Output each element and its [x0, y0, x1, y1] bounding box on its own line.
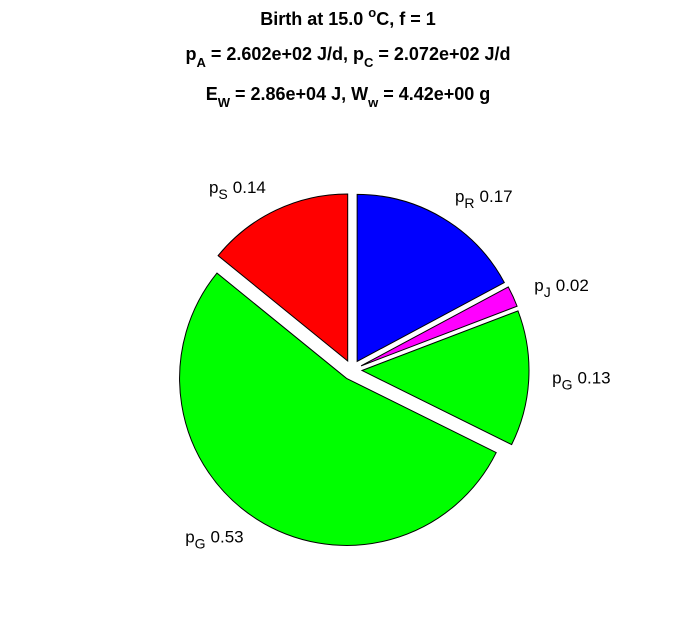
- title-sub: w: [367, 95, 379, 110]
- slice-label: pG 0.13: [552, 369, 610, 392]
- slice-label-name: p: [185, 528, 194, 547]
- slice-label-value: 0.53: [211, 528, 244, 547]
- title-sub: A: [197, 55, 207, 70]
- pie-slice: [360, 310, 530, 446]
- chart-title: Birth at 15.0 oC, f = 1: [260, 5, 436, 29]
- pie-slice: [356, 193, 506, 363]
- pie-slice: [360, 286, 518, 367]
- title-sub: W: [218, 95, 231, 110]
- slice-label-name: p: [552, 369, 561, 388]
- slice-label-value: 0.13: [578, 369, 611, 388]
- slice-label-value: 0.14: [233, 179, 266, 198]
- slice-label-name: p: [209, 179, 218, 198]
- slice-label-value: 0.02: [556, 276, 589, 295]
- slice-label-subscript: G: [195, 535, 206, 551]
- slice-label-value: 0.17: [480, 188, 513, 207]
- pie-slice: [217, 193, 349, 363]
- slice-label-subscript: J: [544, 283, 551, 299]
- slice-label-subscript: S: [218, 186, 227, 202]
- slice-label-name: p: [455, 188, 464, 207]
- title-text: E: [206, 84, 218, 104]
- slice-label: pR 0.17: [455, 188, 513, 211]
- title-text: = 2.86e+04 J, W: [230, 84, 368, 104]
- chart-title: EW = 2.86e+04 J, Ww = 4.42e+00 g: [206, 84, 491, 110]
- title-text: C, f = 1: [376, 9, 436, 29]
- pie-slice: [179, 272, 497, 546]
- slice-label: pG 0.53: [185, 528, 243, 551]
- slice-label-name: p: [534, 276, 543, 295]
- slice-label: pS 0.14: [209, 179, 266, 202]
- title-text: = 4.42e+00 g: [378, 84, 490, 104]
- slice-label: pJ 0.02: [534, 276, 589, 299]
- title-text: p: [186, 44, 197, 64]
- title-text: Birth at 15.0: [260, 9, 368, 29]
- title-sub: C: [364, 55, 374, 70]
- title-text: = 2.602e+02 J/d, p: [206, 44, 364, 64]
- chart-title: pA = 2.602e+02 J/d, pC = 2.072e+02 J/d: [186, 44, 511, 70]
- slice-label-subscript: G: [562, 376, 573, 392]
- title-text: = 2.072e+02 J/d: [373, 44, 510, 64]
- title-sup: o: [368, 5, 376, 20]
- slice-label-subscript: R: [464, 195, 474, 211]
